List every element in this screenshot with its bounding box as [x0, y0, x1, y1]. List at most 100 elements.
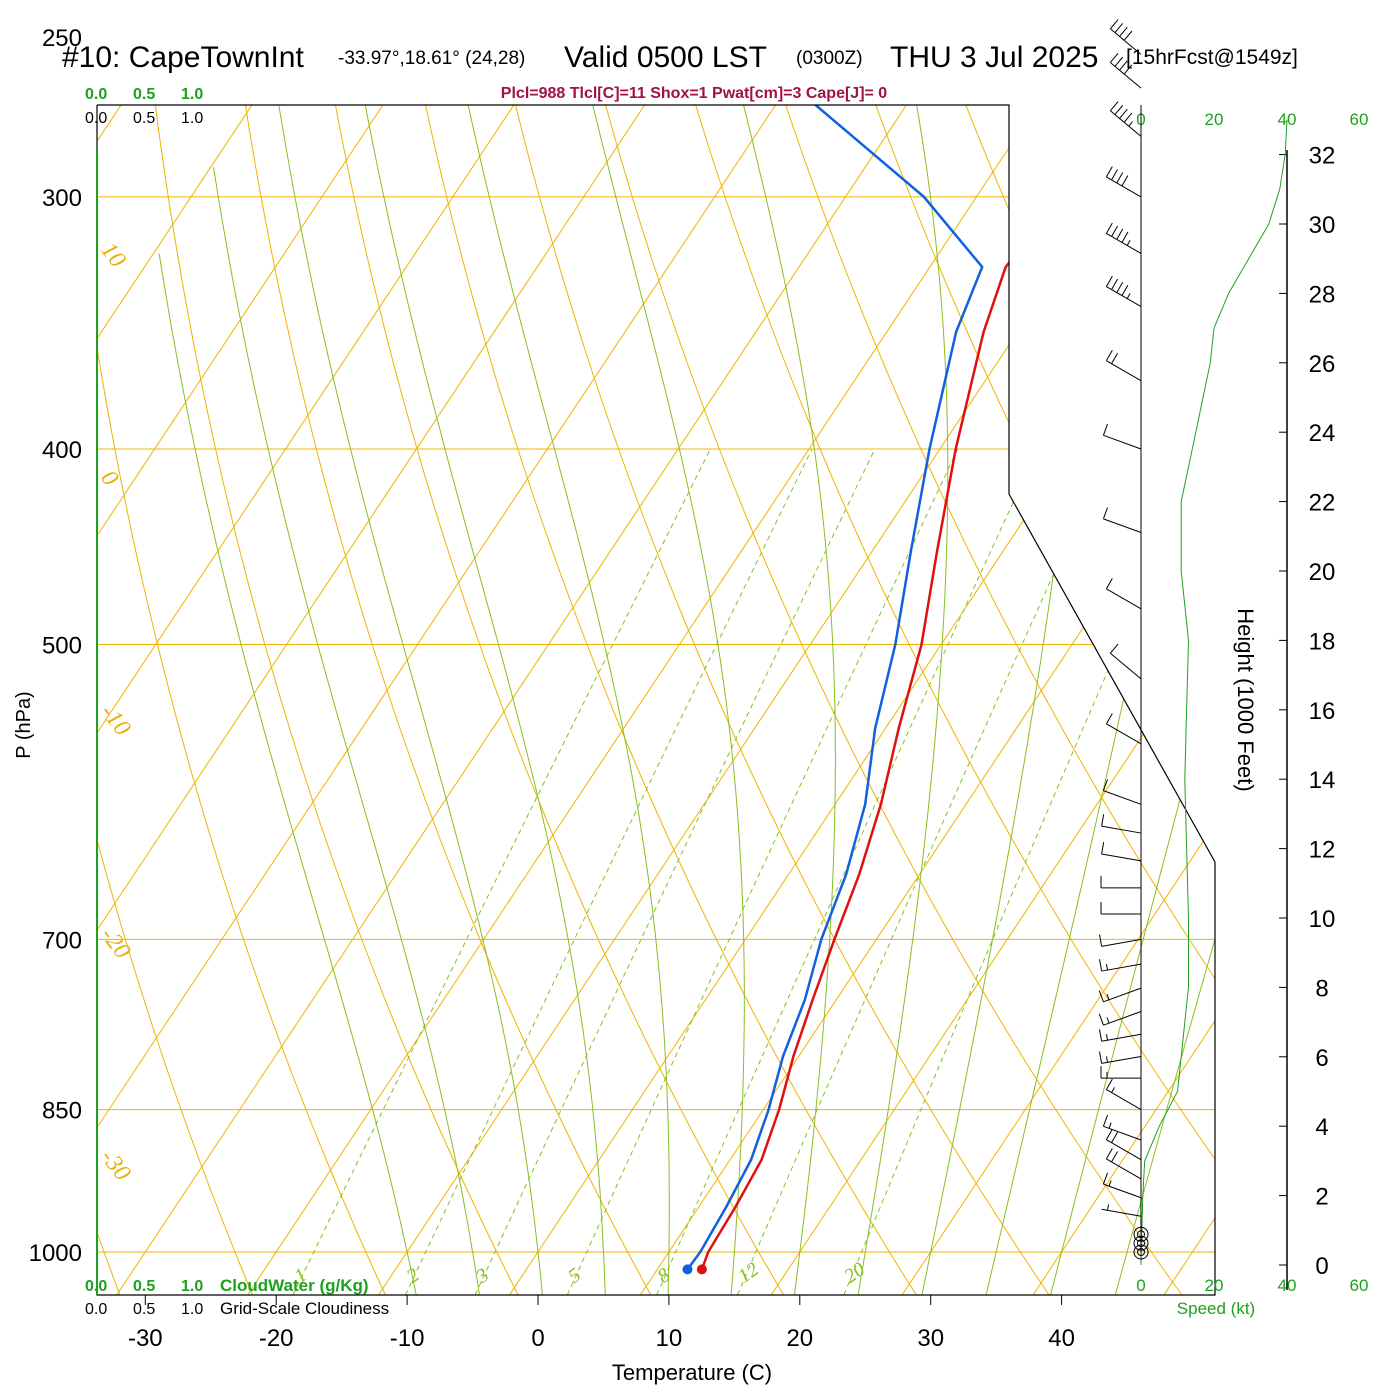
- wind-barb: [1105, 1129, 1142, 1161]
- height-label-22: 22: [1309, 490, 1336, 517]
- dry-adiabat-label-1: 0: [95, 466, 123, 491]
- cloudiness-label: Grid-Scale Cloudiness: [220, 1299, 389, 1318]
- pressure-label-300: 300: [42, 185, 82, 212]
- height-label-28: 28: [1309, 281, 1336, 308]
- barb-full: [1101, 842, 1105, 855]
- moist-adiabat-45: [1112, 105, 1215, 1295]
- moist-adiabat--5: [213, 167, 482, 1295]
- height-label-8: 8: [1315, 975, 1328, 1002]
- barb-full: [1102, 1114, 1108, 1127]
- temp-label--30: -30: [128, 1325, 163, 1352]
- barb-staff: [1106, 1158, 1142, 1180]
- barb-full: [1098, 1013, 1104, 1026]
- wind-barb: [1133, 1244, 1149, 1260]
- cloud-water-tick-bottom-0: 0.0: [85, 1278, 107, 1295]
- mixing-ratio-label-3: 3: [471, 1264, 493, 1288]
- barb-full: [1105, 350, 1113, 361]
- height-label-2: 2: [1315, 1184, 1328, 1211]
- barb-staff: [1106, 1139, 1142, 1161]
- barb-staff: [1110, 110, 1142, 137]
- barb-full: [1116, 228, 1124, 240]
- speed-tick-bottom-3: 60: [1350, 1276, 1369, 1295]
- isotherm-20: [767, 105, 1215, 1295]
- height-label-4: 4: [1315, 1114, 1328, 1141]
- wind-barb: [1099, 959, 1142, 972]
- wind-speed-profile: [1140, 119, 1288, 1266]
- barb-full: [1111, 1151, 1118, 1163]
- plot-frame: [96, 104, 1216, 1296]
- barb-full: [1121, 231, 1129, 243]
- cloud-water-tick-bottom-1: 0.5: [133, 1278, 155, 1295]
- barb-staff: [1101, 853, 1142, 862]
- barb-staff: [1101, 1208, 1142, 1217]
- wind-barb: [1102, 779, 1142, 805]
- height-label-6: 6: [1315, 1045, 1328, 1072]
- mixing-ratio-label-20: 20: [840, 1258, 869, 1287]
- dry-adiabat-320: [603, 105, 1186, 1295]
- speed-tick-bottom-0: 0: [1136, 1276, 1145, 1295]
- valid-time: Valid 0500 LST: [564, 41, 767, 74]
- barb-full: [1109, 52, 1119, 63]
- temp-label-20: 20: [786, 1325, 813, 1352]
- cloud-water-tick-1: 0.5: [133, 86, 155, 103]
- temperature-trace: [700, 105, 1215, 1270]
- barb-full: [1101, 814, 1105, 827]
- pressure-label-500: 500: [42, 633, 82, 660]
- dry-adiabat-250: [97, 105, 256, 1295]
- cloudiness-tick-1: 0.5: [133, 110, 155, 127]
- wind-barb: [1100, 902, 1141, 915]
- calm-circle: [1133, 1226, 1149, 1242]
- barb-full: [1109, 19, 1119, 30]
- speed-tick-top-1: 20: [1205, 110, 1224, 129]
- temp-label-0: 0: [531, 1325, 544, 1352]
- speed-tick-top-2: 40: [1278, 110, 1297, 129]
- wind-barb: [1109, 52, 1142, 89]
- barb-staff: [1101, 1055, 1142, 1064]
- mixing-ratio-label-8: 8: [653, 1264, 674, 1288]
- barb-staff: [1101, 1033, 1142, 1042]
- barb-half: [1105, 1056, 1109, 1063]
- mixing-ratio-label-5: 5: [564, 1264, 585, 1288]
- pressure-label-1000: 1000: [29, 1240, 82, 1267]
- barb-full: [1119, 108, 1128, 119]
- dry-adiabat-280: [244, 105, 655, 1295]
- isotherm--30: [112, 105, 911, 1295]
- barb-full: [1102, 1172, 1108, 1185]
- dry-adiabat-label-4: -30: [95, 1145, 135, 1186]
- wind-barb: [1101, 814, 1142, 834]
- mixing-ratio-label-12: 12: [734, 1258, 763, 1287]
- height-label-24: 24: [1309, 420, 1336, 447]
- wind-barb: [1133, 1235, 1149, 1251]
- barb-staff: [1110, 652, 1142, 680]
- moist-adiabat-35: [983, 105, 1215, 1295]
- temp-label--10: -10: [390, 1325, 425, 1352]
- dry-adiabat-260: [97, 105, 389, 1295]
- barb-staff: [1106, 286, 1142, 308]
- temp-label-30: 30: [917, 1325, 944, 1352]
- barb-full: [1119, 60, 1128, 71]
- barb-full: [1099, 1029, 1103, 1042]
- barb-staff: [1110, 62, 1142, 89]
- wind-barb: [1109, 643, 1142, 680]
- y-axis-title: P (hPa): [13, 691, 35, 758]
- isotherm--20: [243, 105, 1042, 1295]
- barb-staff: [1106, 588, 1142, 610]
- isotherm-10: [636, 105, 1215, 1295]
- barb-full: [1111, 169, 1118, 181]
- header: #10: CapeTownInt -33.97°,18.61° (24,28) …: [62, 41, 1298, 102]
- moist-adiabat--10: [158, 253, 419, 1295]
- barb-full: [1111, 278, 1118, 290]
- dry-adiabat-340: [783, 105, 1215, 1295]
- station-title: #10: CapeTownInt: [62, 41, 304, 74]
- cloud-water-tick-0: 0.0: [85, 86, 107, 103]
- mixing-ratio-5: [563, 448, 959, 1295]
- barb-staff: [1101, 938, 1142, 947]
- barb-staff: [1106, 176, 1142, 198]
- cloud-water-label: CloudWater (g/Kg): [220, 1276, 369, 1295]
- speed-tick-bottom-1: 20: [1205, 1276, 1224, 1295]
- barb-full: [1099, 1051, 1103, 1064]
- barb-half: [1106, 1017, 1110, 1024]
- barb-staff: [1106, 1089, 1142, 1111]
- moist-adiabat-25: [856, 105, 949, 1295]
